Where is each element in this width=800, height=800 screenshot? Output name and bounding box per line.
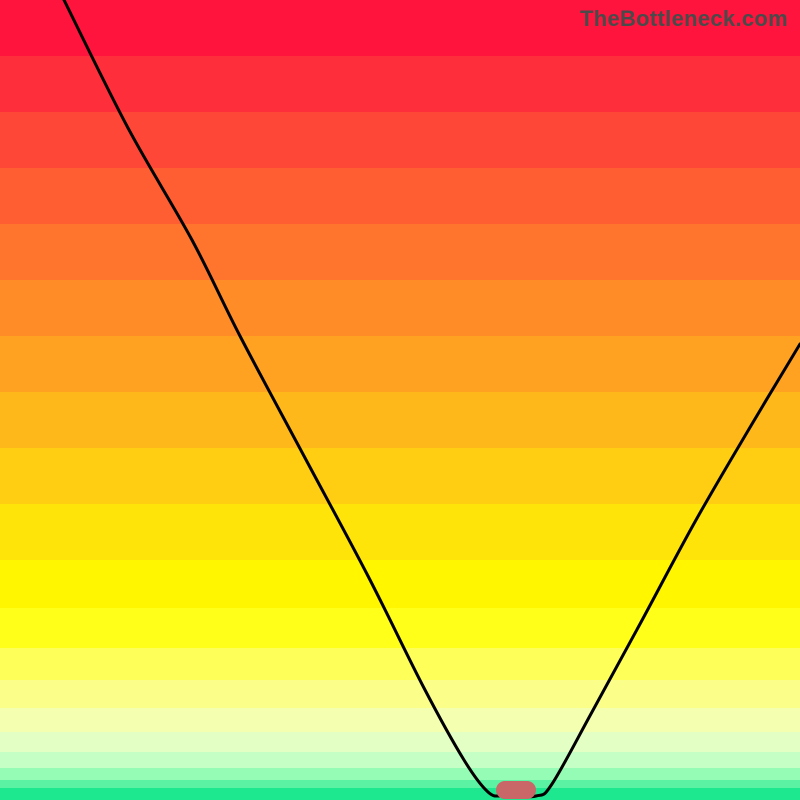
gradient-band — [0, 56, 800, 114]
gradient-band — [0, 336, 800, 394]
bottleneck-chart: TheBottleneck.com — [0, 0, 800, 800]
gradient-band — [0, 392, 800, 450]
gradient-band — [0, 708, 800, 734]
gradient-band — [0, 752, 800, 770]
gradient-band — [0, 280, 800, 338]
optimal-marker — [496, 781, 536, 799]
watermark-label: TheBottleneck.com — [580, 6, 788, 32]
gradient-band — [0, 168, 800, 226]
gradient-band — [0, 112, 800, 170]
gradient-band — [0, 648, 800, 682]
gradient-band — [0, 680, 800, 710]
gradient-band — [0, 608, 800, 650]
gradient-band — [0, 732, 800, 754]
gradient-band — [0, 448, 800, 506]
gradient-band — [0, 788, 800, 800]
gradient-band — [0, 504, 800, 562]
gradient-band — [0, 560, 800, 610]
gradient-band — [0, 224, 800, 282]
